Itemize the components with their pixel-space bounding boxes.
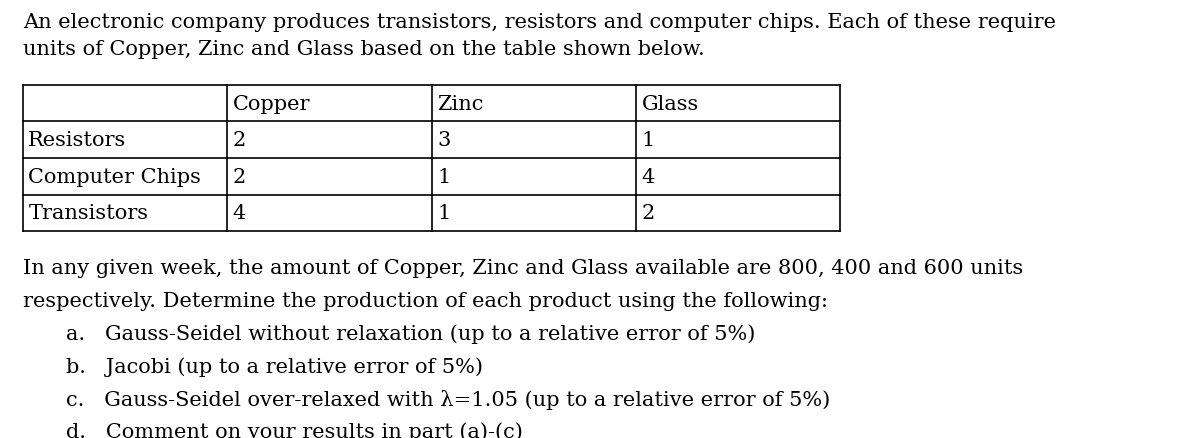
Text: 3: 3 xyxy=(437,131,450,150)
Text: 1: 1 xyxy=(641,131,655,150)
Text: In any given week, the amount of Copper, Zinc and Glass available are 800, 400 a: In any given week, the amount of Copper,… xyxy=(23,258,1024,277)
Text: Computer Chips: Computer Chips xyxy=(29,167,202,186)
Text: Resistors: Resistors xyxy=(29,131,126,150)
Text: 1: 1 xyxy=(437,204,450,223)
Text: 2: 2 xyxy=(233,131,246,150)
Text: respectively. Determine the production of each product using the following:: respectively. Determine the production o… xyxy=(23,291,828,310)
Text: c.   Gauss-Seidel over-relaxed with λ=1.05 (up to a relative error of 5%): c. Gauss-Seidel over-relaxed with λ=1.05… xyxy=(66,389,830,409)
Text: 4: 4 xyxy=(641,167,655,186)
Text: 2: 2 xyxy=(641,204,655,223)
Text: units of Copper, Zinc and Glass based on the table shown below.: units of Copper, Zinc and Glass based on… xyxy=(23,40,704,59)
Text: 4: 4 xyxy=(233,204,246,223)
Text: d.   Comment on your results in part (a)-(c): d. Comment on your results in part (a)-(… xyxy=(66,421,523,438)
Text: Glass: Glass xyxy=(641,95,698,113)
Text: An electronic company produces transistors, resistors and computer chips. Each o: An electronic company produces transisto… xyxy=(23,13,1056,32)
Text: Transistors: Transistors xyxy=(29,204,149,223)
Text: 2: 2 xyxy=(233,167,246,186)
Text: 1: 1 xyxy=(437,167,450,186)
Text: Zinc: Zinc xyxy=(437,95,484,113)
Text: Copper: Copper xyxy=(233,95,310,113)
Text: b.   Jacobi (up to a relative error of 5%): b. Jacobi (up to a relative error of 5%) xyxy=(66,356,482,376)
Text: a.   Gauss-Seidel without relaxation (up to a relative error of 5%): a. Gauss-Seidel without relaxation (up t… xyxy=(66,324,755,343)
